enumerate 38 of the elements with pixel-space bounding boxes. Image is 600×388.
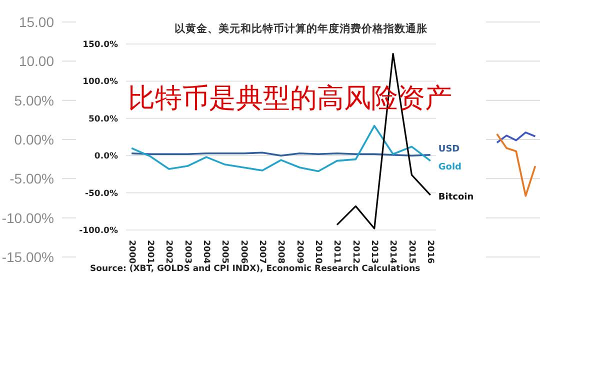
x-tick-label: 2005 (220, 240, 230, 264)
y-tick-label: 15.00 (18, 14, 54, 30)
x-tick-label: 2012 (350, 240, 360, 264)
chart-title: 以黄金、美元和比特币计算的年度消费价格指数通胀 (174, 22, 428, 36)
y-tick-label: -5.00% (10, 170, 54, 187)
x-tick-label: 2000 (126, 240, 136, 264)
line-series (130, 124, 432, 172)
x-tick-label: 2015 (406, 240, 416, 264)
y-tick-label: 0.0% (94, 152, 118, 162)
x-tick-label: 2014 (388, 240, 398, 264)
y-tick-label: 10.00 (18, 53, 54, 70)
x-tick-label: 2001 (144, 240, 155, 264)
series-label: USD (438, 144, 460, 154)
series-label: Gold (438, 162, 462, 172)
y-tick-label: -50.0% (84, 188, 118, 199)
x-tick-label: 2006 (238, 240, 248, 264)
x-tick-label: 2013 (369, 240, 380, 264)
x-tick-label: 2002 (164, 240, 174, 264)
line-series (496, 133, 536, 197)
x-tick-label: 2004 (200, 240, 211, 264)
x-tick-label: 2016 (425, 240, 436, 264)
y-tick-label: 0.00% (14, 131, 54, 148)
x-tick-label: 2003 (182, 240, 192, 264)
x-tick-label: 2008 (276, 240, 286, 264)
y-tick-label: 50.0% (88, 114, 118, 124)
y-tick-label: 150.0% (82, 40, 118, 50)
y-tick-label: -100.0% (79, 226, 118, 236)
series-label: Bitcoin (438, 192, 474, 202)
y-tick-label: -15.00% (2, 248, 54, 265)
x-tick-label: 2009 (294, 240, 304, 264)
x-tick-label: 2011 (332, 240, 342, 264)
x-tick-label: 2007 (256, 240, 267, 264)
y-tick-label: -10.00% (2, 210, 54, 226)
line-series (496, 132, 536, 144)
y-tick-label: 5.00% (14, 92, 54, 108)
source-note: Source: (XBT, GOLDS and CPI INDX), Economic Research Calculations (90, 264, 422, 274)
x-tick-label: 2010 (313, 240, 324, 264)
y-tick-label: 100.0% (82, 77, 118, 88)
